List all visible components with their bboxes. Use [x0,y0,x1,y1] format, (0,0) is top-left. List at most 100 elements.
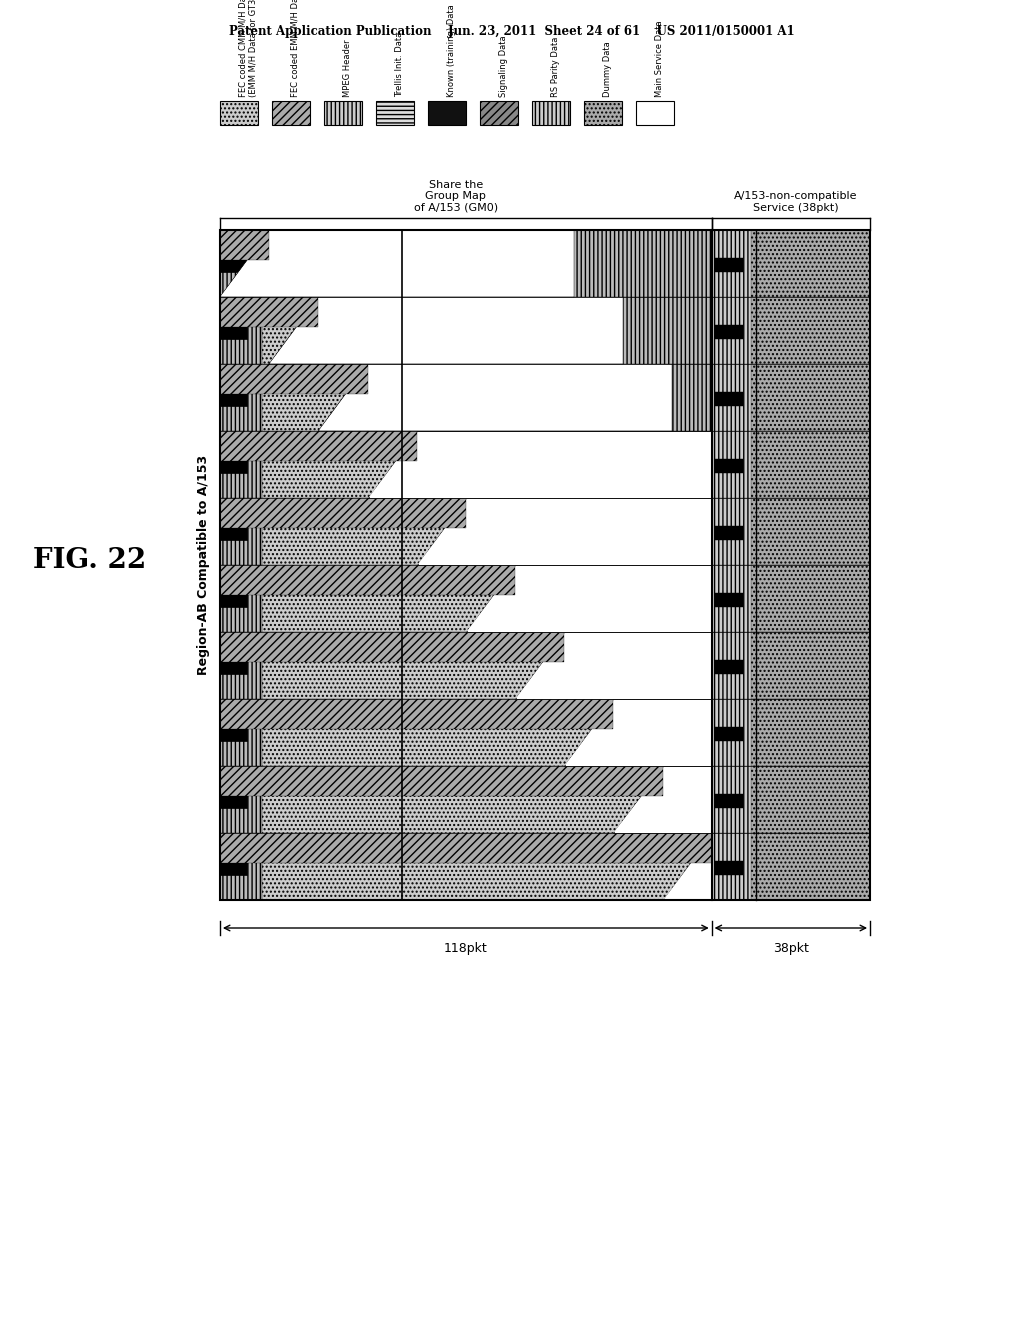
Text: Patent Application Publication    Jun. 23, 2011  Sheet 24 of 61    US 2011/01500: Patent Application Publication Jun. 23, … [229,25,795,38]
Polygon shape [516,634,711,698]
Bar [220,364,712,432]
Polygon shape [664,834,713,899]
Polygon shape [515,632,712,700]
Text: MPEG Header: MPEG Header [343,40,352,96]
Bar [480,102,518,125]
Bar [220,632,262,700]
Bar [712,565,752,632]
Bar [220,297,318,327]
Bar [715,727,743,741]
Bar [220,297,262,364]
Bar [712,700,752,766]
Bar [220,364,262,432]
Bar [715,527,743,540]
Bar [715,795,743,808]
Bar [428,102,466,125]
Bar [220,632,564,663]
Bar [712,632,870,700]
Bar [220,297,712,364]
Bar [712,230,752,297]
Bar [220,859,247,875]
Bar [220,230,269,260]
Bar [220,257,247,272]
Bar [220,230,870,900]
Bar [220,591,247,607]
Bar [220,793,247,808]
Bar [712,432,870,498]
Text: Main Service Data: Main Service Data [655,20,664,96]
Bar [220,700,712,766]
Bar [220,230,712,297]
Text: FIG. 22: FIG. 22 [34,546,146,573]
Bar [532,102,570,125]
Bar [220,498,262,565]
Bar [220,766,262,833]
Bar [220,498,712,565]
Bar [220,833,262,900]
Bar [272,102,310,125]
Bar [220,833,712,900]
Bar [220,391,247,405]
Bar [220,726,247,741]
Bar [712,565,870,632]
Bar [220,766,712,833]
Text: Known (training) Data: Known (training) Data [447,4,456,96]
Bar [636,102,674,125]
Bar [712,364,870,432]
Bar [220,565,515,595]
Bar [220,565,262,632]
Bar [715,861,743,875]
Bar [712,297,870,364]
Text: Region-AB Compatible to A/153: Region-AB Compatible to A/153 [198,455,211,675]
Bar [220,458,247,473]
Bar [220,700,613,729]
Bar [220,565,712,632]
Bar [712,432,752,498]
Bar [220,659,247,673]
Bar [715,392,743,405]
Text: RS Parity Data: RS Parity Data [551,37,560,96]
Bar [712,833,870,900]
Bar [220,766,663,796]
Polygon shape [564,700,712,766]
Polygon shape [270,298,672,363]
Bar [574,230,712,297]
Bar [220,323,247,338]
Bar [673,364,712,432]
Text: Trellis Init. Data: Trellis Init. Data [395,32,404,96]
Text: 38pkt: 38pkt [773,942,809,954]
Bar [220,102,258,125]
Bar [712,230,870,297]
Polygon shape [418,499,711,564]
Polygon shape [417,498,712,565]
Polygon shape [269,297,673,364]
Bar [712,632,752,700]
Bar [376,102,414,125]
Polygon shape [318,364,712,432]
Text: FEC coded EMM M/H Data: FEC coded EMM M/H Data [291,0,300,96]
Bar [712,766,752,833]
Bar [324,102,362,125]
Text: FEC coded CMM M/H Data
(EMM M/H Data for GT3): FEC coded CMM M/H Data (EMM M/H Data for… [239,0,258,96]
Polygon shape [220,230,624,297]
Bar [220,432,417,461]
Polygon shape [369,432,711,498]
Bar [220,632,712,700]
Text: Signaling Data: Signaling Data [499,36,508,96]
Bar [584,102,622,125]
Bar [715,325,743,338]
Bar [220,498,466,528]
Text: 118pkt: 118pkt [444,942,487,954]
Polygon shape [663,833,712,900]
Text: A/153-non-compatible
Service (38pkt): A/153-non-compatible Service (38pkt) [734,191,857,213]
Bar [715,593,743,607]
Bar [220,525,247,540]
Bar [712,498,870,565]
Bar [220,432,262,498]
Bar [220,230,262,297]
Bar [220,700,262,766]
Bar [220,432,712,498]
Bar [220,833,712,863]
Bar [712,700,870,766]
Bar [715,459,743,473]
